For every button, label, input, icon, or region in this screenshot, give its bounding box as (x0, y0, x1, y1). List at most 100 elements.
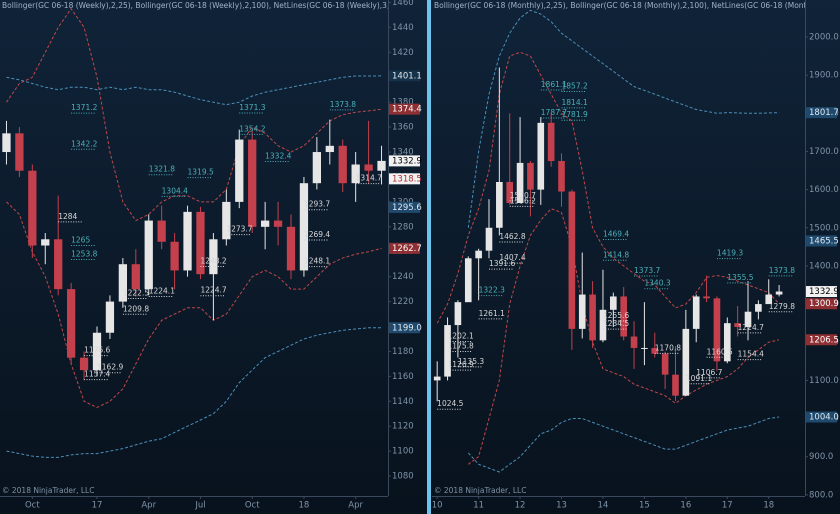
swing-label: 1126.9 (448, 360, 474, 369)
x-tick-label: 15 (639, 501, 650, 511)
y-tick-label: 2000.0 (809, 33, 839, 43)
y-tick-label: 1180 (392, 347, 414, 357)
price-marker-label: 1206.5 (809, 335, 839, 345)
y-tick-label: 1280 (392, 222, 414, 232)
swing-label: 1157.4 (84, 370, 110, 379)
price-marker (389, 322, 420, 334)
price-marker (389, 242, 420, 254)
swing-label: 1234.5 (603, 319, 629, 328)
price-marker (806, 107, 837, 119)
copyright: © 2018 NinjaTrader, LLC (2, 486, 94, 495)
price-marker (389, 201, 420, 213)
swing-label: 1304.4 (162, 186, 188, 195)
swing-label: 1321.8 (149, 165, 175, 174)
y-tick-label: 1340 (392, 148, 414, 158)
candle-body (723, 323, 731, 362)
candle-body (651, 347, 659, 354)
swing-label: 1222.5 (123, 288, 149, 297)
swing-label: 1224.7 (738, 323, 764, 332)
price-marker-label: 1465.5 (809, 236, 839, 246)
price-marker (389, 173, 420, 185)
candle-body (547, 122, 555, 162)
price-marker (389, 155, 420, 167)
candle-body (183, 211, 192, 271)
x-tick-label: 11 (473, 501, 484, 511)
candle-body (558, 161, 565, 192)
candle-body (444, 325, 451, 377)
candle-body (170, 241, 179, 271)
x-tick-label: 18 (299, 501, 310, 511)
candle-body (496, 181, 503, 228)
y-tick-label: 1460 (392, 0, 414, 8)
indicator-header: Bollinger(GC 06-18 (Weekly),2,25), Bolli… (2, 1, 440, 10)
x-tick-label: 10 (432, 501, 443, 511)
swing-label: 1293.7 (304, 200, 330, 209)
candle-body (433, 376, 441, 381)
candle-body (377, 160, 386, 171)
swing-label: 1469.4 (603, 229, 629, 238)
x-tick-label: Apr (348, 501, 363, 511)
candle-body (41, 239, 50, 246)
plot-area: 1371.2 1342.2 1284 1265 1253.8 1222.5 1209.8 11… (2, 1, 440, 495)
candle-body (222, 201, 231, 240)
candle-body (105, 301, 115, 333)
y-tick-label: 1440 (392, 23, 414, 33)
candle-body (144, 220, 153, 290)
price-marker (806, 298, 837, 310)
candle-body (209, 239, 218, 275)
y-tick-label: 1100.0 (809, 376, 839, 386)
band-line (436, 51, 780, 324)
swing-label: 1175.8 (448, 341, 474, 350)
x-tick-label: 12 (515, 501, 526, 511)
y-tick-label: 1700.0 (809, 147, 839, 157)
x-tick-label: 14 (598, 501, 609, 511)
price-marker-label: 1004.0 (809, 413, 839, 423)
candle-body (286, 226, 296, 271)
candle-body (620, 296, 627, 337)
swing-label: 1170.8 (655, 343, 681, 352)
candle-body (672, 374, 679, 396)
candle-body (537, 122, 545, 190)
y-tick-label: 1900.0 (809, 71, 839, 81)
candle-body (516, 162, 524, 203)
candle-body (630, 336, 638, 348)
price-marker-label: 1374.4 (392, 105, 422, 115)
candle-body (131, 264, 140, 290)
band-line (6, 7, 382, 222)
swing-label: 1273.7 (226, 225, 252, 234)
x-tick-label: 17 (92, 501, 103, 511)
swing-label: 1322.3 (479, 286, 505, 295)
candle-body (235, 139, 244, 202)
swing-label: 1391.6 (489, 259, 515, 268)
y-tick-label: 1080 (392, 472, 414, 482)
price-marker (806, 334, 837, 346)
price-marker-label: 1295.6 (392, 203, 422, 213)
y-tick-label: 1140 (392, 397, 414, 407)
candle-body (157, 220, 166, 242)
candle-body (475, 250, 482, 259)
x-tick-label: 18 (763, 501, 774, 511)
price-marker (389, 70, 420, 82)
candle-body (248, 139, 257, 227)
candle-body (568, 191, 576, 329)
candle-body (485, 227, 493, 251)
band-line (467, 9, 780, 228)
candle-body (54, 239, 63, 290)
price-marker-label: 1332.9 (809, 287, 839, 297)
swing-label: 1106.7 (696, 368, 722, 377)
swing-label: 1414.8 (603, 250, 629, 259)
swing-label: 1248.1 (304, 257, 330, 266)
candle-body (589, 294, 596, 341)
swing-label: 1154.4 (738, 350, 764, 359)
swing-label: 1261.1 (479, 309, 505, 318)
x-tick-label: Oct (245, 501, 260, 511)
swing-label: 1556.2 (510, 196, 536, 205)
swing-label: 1202.1 (448, 331, 474, 340)
x-tick-label: 13 (556, 501, 567, 511)
swing-label: 1781.9 (562, 110, 588, 119)
swing-label: 1224.1 (149, 286, 175, 295)
